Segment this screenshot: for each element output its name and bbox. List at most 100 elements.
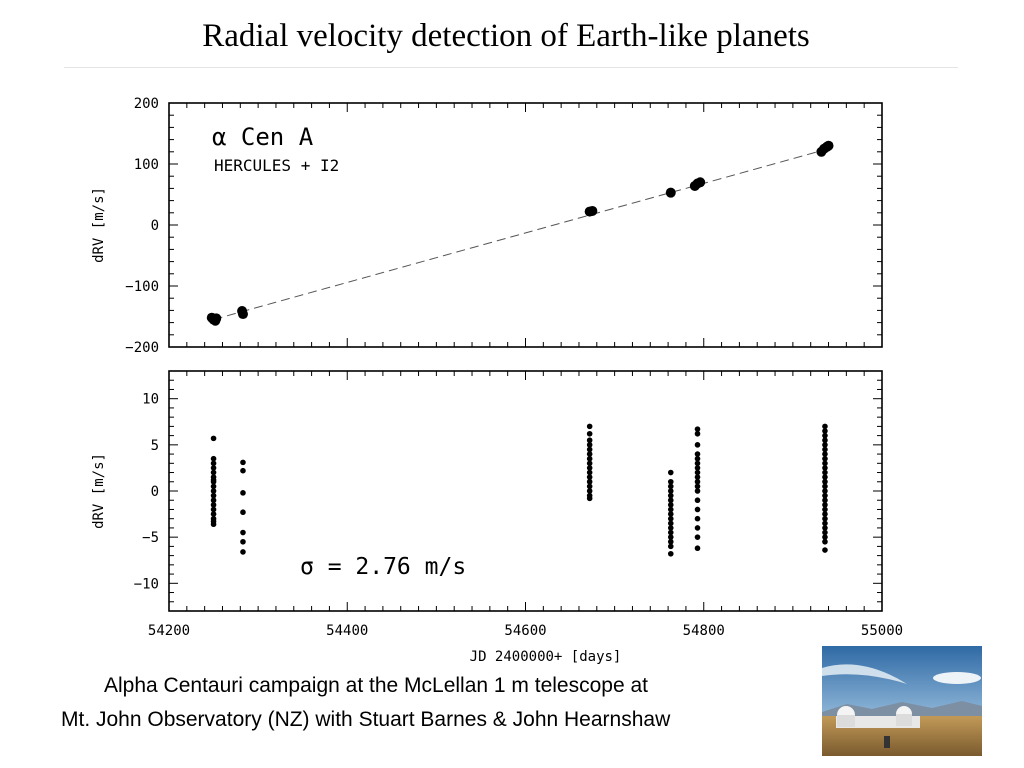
bottom-data-point <box>667 520 674 527</box>
bottom-y-tick-label: 5 <box>151 438 159 454</box>
bottom-data-point <box>586 469 593 476</box>
bottom-data-point <box>667 550 674 557</box>
bottom-data-point <box>586 488 593 494</box>
bottom-data-point <box>694 469 701 476</box>
photo-dome-base-left <box>837 715 855 727</box>
bottom-data-point <box>210 469 217 476</box>
bottom-data-point <box>822 442 828 448</box>
bottom-data-point <box>210 488 217 494</box>
figure-top-border <box>64 67 958 68</box>
bottom-data-point <box>694 455 701 462</box>
observatory-photo <box>822 646 982 756</box>
bottom-data-point <box>694 515 701 522</box>
bottom-y-tick-label: 0 <box>151 484 159 500</box>
bottom-data-point <box>694 545 701 552</box>
bottom-data-point <box>240 459 246 466</box>
bottom-data-point <box>667 515 674 522</box>
bottom-data-point <box>586 483 593 490</box>
bottom-data-point <box>210 497 217 504</box>
bottom-data-point <box>694 483 701 490</box>
bottom-data-point <box>586 430 593 437</box>
bottom-data-point <box>822 432 828 439</box>
bottom-x-tick-label: 55000 <box>861 623 903 639</box>
bottom-data-point <box>240 529 246 536</box>
bottom-data-point <box>694 451 701 457</box>
bottom-data-point <box>667 525 674 531</box>
top-data-point <box>665 187 676 198</box>
bottom-data-point <box>210 492 217 499</box>
bottom-data-point <box>822 428 828 434</box>
bottom-data-point <box>822 506 828 513</box>
bottom-data-point <box>240 509 246 516</box>
bottom-data-point <box>210 455 217 462</box>
bottom-data-point <box>822 547 828 553</box>
bottom-data-point <box>822 478 828 485</box>
bottom-data-point <box>667 478 674 485</box>
bottom-data-point <box>822 511 828 517</box>
bottom-data-point <box>694 478 701 485</box>
bottom-x-tick-label: 54400 <box>326 623 368 639</box>
top-data-point <box>237 309 248 320</box>
bottom-y-tick-label: −10 <box>134 576 159 592</box>
bottom-data-point <box>822 497 828 504</box>
bottom-data-point <box>694 497 701 504</box>
caption-line-2: Mt. John Observatory (NZ) with Stuart Ba… <box>61 708 671 731</box>
bottom-data-point <box>586 495 593 502</box>
bottom-data-point <box>694 506 701 513</box>
bottom-data-point <box>240 538 246 545</box>
photo-cloud <box>933 672 981 684</box>
bottom-data-point <box>822 529 828 536</box>
bottom-data-point <box>822 423 828 430</box>
bottom-data-point <box>694 442 701 448</box>
bottom-data-point <box>822 492 828 499</box>
bottom-data-point <box>822 437 828 444</box>
bottom-data-point <box>586 465 593 471</box>
bottom-annotation-sigma: σ = 2.76 m/s <box>300 554 466 580</box>
bottom-data-point <box>586 446 593 453</box>
bottom-data-point <box>694 488 701 494</box>
bottom-data-point <box>822 451 828 457</box>
top-y-tick-label: −200 <box>125 340 159 356</box>
bottom-data-point <box>822 455 828 462</box>
slide-title: Radial velocity detection of Earth-like … <box>202 18 810 54</box>
bottom-data-point <box>694 474 701 480</box>
bottom-data-point <box>822 488 828 494</box>
bottom-data-point <box>694 426 701 432</box>
top-data-point <box>823 140 834 151</box>
bottom-data-point <box>667 502 674 508</box>
bottom-data-point <box>822 465 828 471</box>
bottom-data-point <box>210 435 217 442</box>
bottom-x-tick-label: 54600 <box>504 623 546 639</box>
bottom-data-point <box>667 534 674 540</box>
bottom-data-point <box>210 506 217 513</box>
photo-dome-base-right <box>896 714 912 726</box>
bottom-data-point <box>694 534 701 540</box>
bottom-data-point <box>667 497 674 504</box>
bottom-y-tick-label: −5 <box>142 530 159 546</box>
bottom-data-point <box>667 543 674 550</box>
bottom-data-point <box>822 469 828 476</box>
bottom-data-point <box>210 460 217 467</box>
bottom-data-point <box>240 467 246 474</box>
top-plot-rv-vs-time: 200 100 0 −100 −200 dRV [m/s] α Cen A HERCULES … <box>91 96 883 356</box>
bottom-data-point <box>822 515 828 522</box>
top-data-point <box>211 313 222 324</box>
bottom-data-point <box>822 534 828 540</box>
bottom-data-point <box>586 442 593 448</box>
bottom-data-point <box>694 430 701 437</box>
bottom-data-point <box>667 483 674 490</box>
bottom-data-point <box>667 469 674 476</box>
bottom-data-point <box>240 490 246 496</box>
bottom-data-point <box>586 423 593 430</box>
bottom-plot-residuals: 10 5 0 −5 −10 54200 54400 54600 54800 55000 dRV [m… <box>91 370 903 665</box>
photo-figure <box>884 736 890 748</box>
bottom-data-point <box>586 460 593 467</box>
bottom-data-point <box>667 488 674 494</box>
bottom-data-point <box>210 465 217 471</box>
bottom-data-point <box>586 451 593 457</box>
bottom-data-point <box>667 511 674 517</box>
bottom-data-point <box>667 492 674 499</box>
bottom-data-point <box>822 520 828 527</box>
bottom-data-point <box>822 446 828 453</box>
bottom-data-point <box>822 474 828 480</box>
